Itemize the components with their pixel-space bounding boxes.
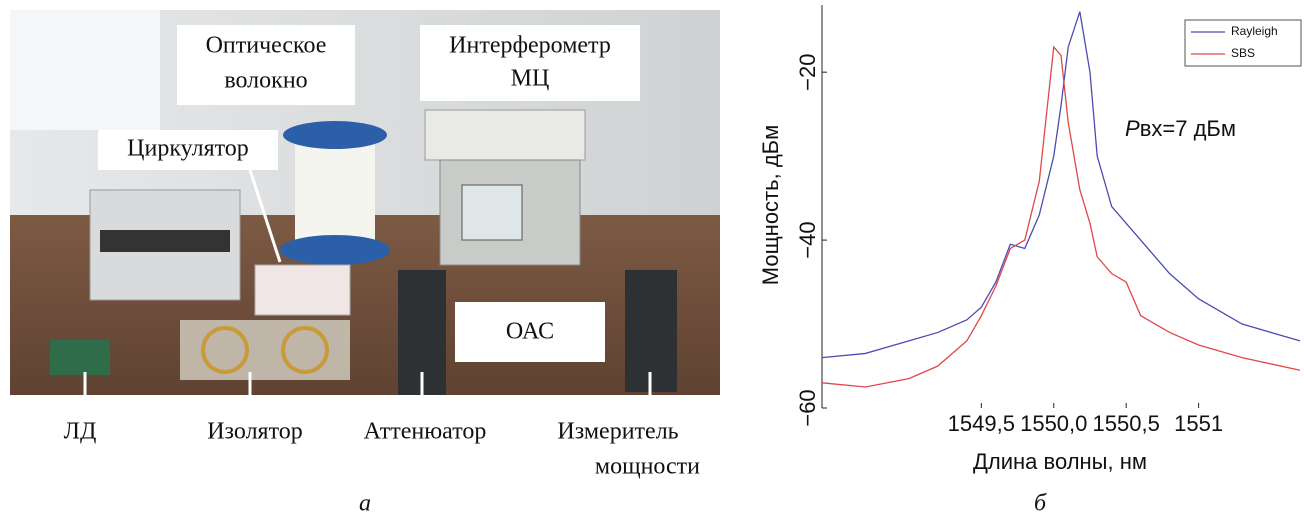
annotation-symbol: P: [1125, 116, 1140, 141]
device-label: Измеритель: [557, 419, 678, 445]
device-label: ЛД: [64, 419, 97, 445]
device-label: Аттенюатор: [364, 419, 487, 445]
callout-text: ОАС: [506, 319, 554, 345]
x-axis-label: Длина волны, нм: [973, 449, 1147, 474]
x-tick-label: 1549,5: [948, 411, 1015, 436]
bottom-labels: ЛД Изолятор Аттенюатор Измеритель мощнос…: [64, 419, 700, 517]
x-tick-label: 1551: [1174, 411, 1223, 436]
device-label: мощности: [595, 454, 700, 480]
legend-label: SBS: [1231, 46, 1255, 60]
figure: Оптическое волокно Интерферометр МЦ Цирк…: [0, 0, 1304, 524]
series-line: [822, 47, 1300, 387]
chart: Длина волны, нм Мощность, дБм Pвх=7 дБм …: [758, 5, 1301, 517]
callout-text: Оптическое: [206, 33, 327, 59]
legend-label: Rayleigh: [1231, 24, 1278, 38]
y-tick-label: −60: [795, 389, 820, 426]
caption: б: [1034, 491, 1047, 517]
callout-text: Циркулятор: [127, 136, 249, 162]
y-tick-label: −20: [795, 54, 820, 91]
x-tick-label: 1550,0: [1020, 411, 1087, 436]
device-label: Изолятор: [207, 419, 303, 445]
callout-text: Интерферометр: [449, 33, 611, 59]
caption: а: [359, 491, 371, 517]
annotation: Pвх=7 дБм: [1125, 116, 1236, 141]
y-axis-label: Мощность, дБм: [758, 125, 783, 285]
x-tick-label: 1550,5: [1093, 411, 1160, 436]
y-tick-label: −40: [795, 221, 820, 258]
callout-text: волокно: [224, 68, 307, 94]
annotation-text: вх=7 дБм: [1140, 116, 1236, 141]
callout-text: МЦ: [511, 66, 550, 92]
